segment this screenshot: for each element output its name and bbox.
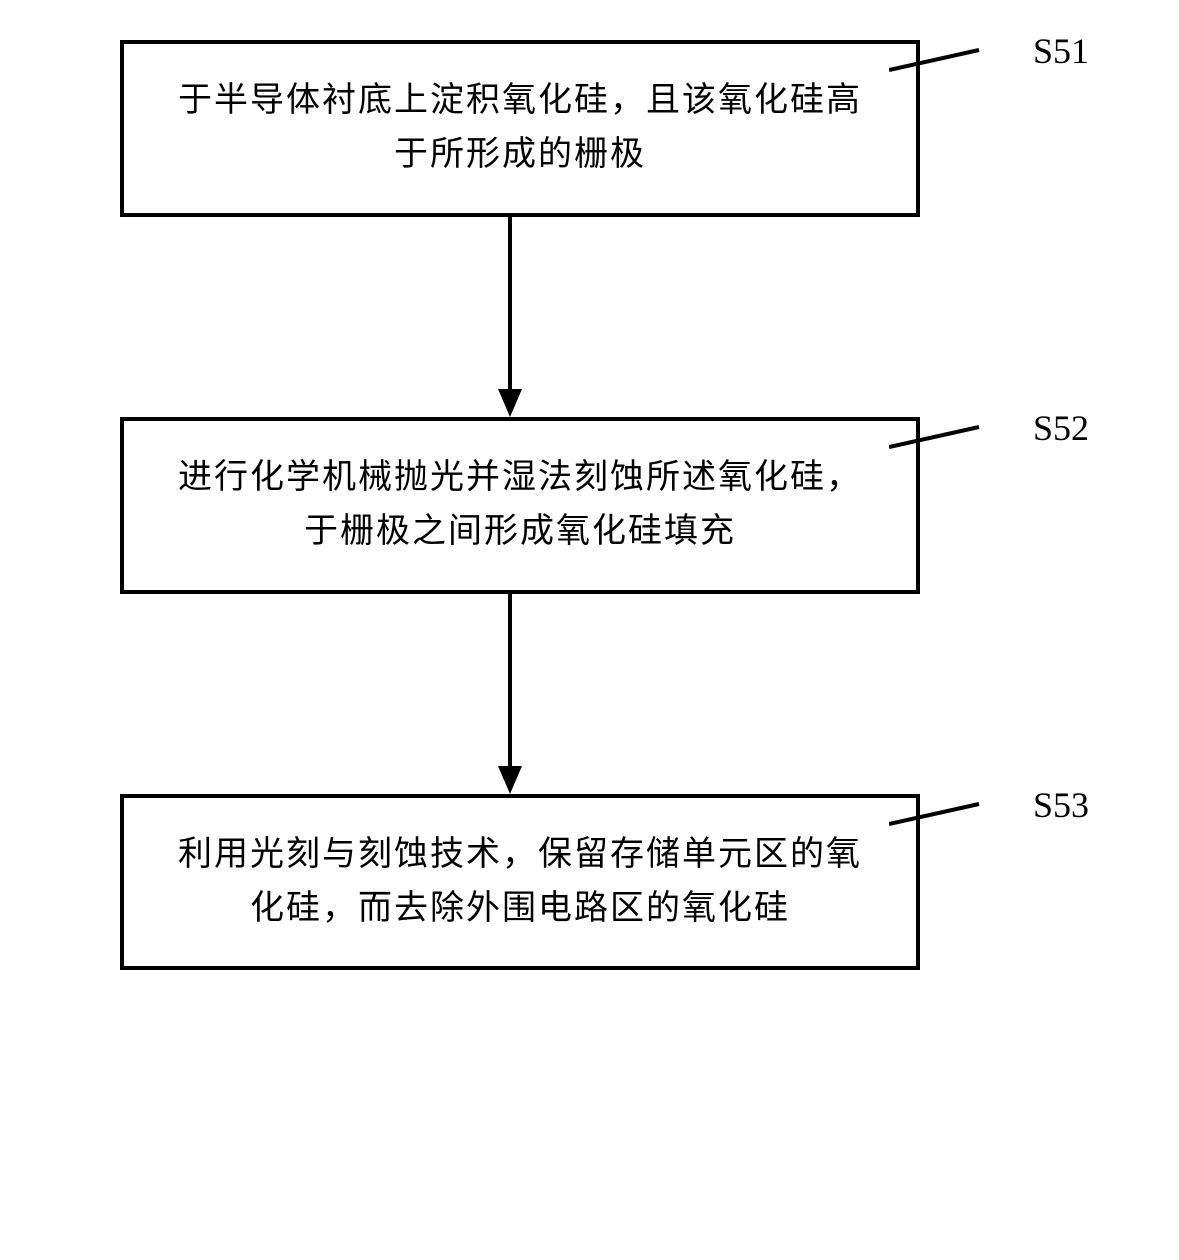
connector-s51: [889, 40, 1029, 100]
label-s52: S52: [1033, 407, 1089, 449]
node-wrapper-s52: 进行化学机械抛光并湿法刻蚀所述氧化硅，于栅极之间形成氧化硅填充 S52: [40, 417, 1139, 594]
node-s51: 于半导体衬底上淀积氧化硅，且该氧化硅高于所形成的栅极: [120, 40, 920, 217]
arrow-s52-s53: [490, 594, 530, 794]
label-s53: S53: [1033, 784, 1089, 826]
label-s51: S51: [1033, 30, 1089, 72]
node-wrapper-s53: 利用光刻与刻蚀技术，保留存储单元区的氧化硅，而去除外围电路区的氧化硅 S53: [40, 794, 1139, 971]
node-s51-text: 于半导体衬底上淀积氧化硅，且该氧化硅高于所形成的栅极: [164, 74, 876, 183]
node-s52-text: 进行化学机械抛光并湿法刻蚀所述氧化硅，于栅极之间形成氧化硅填充: [164, 451, 876, 560]
node-s52: 进行化学机械抛光并湿法刻蚀所述氧化硅，于栅极之间形成氧化硅填充: [120, 417, 920, 594]
node-s53-text: 利用光刻与刻蚀技术，保留存储单元区的氧化硅，而去除外围电路区的氧化硅: [164, 828, 876, 937]
connector-s53: [889, 794, 1029, 854]
node-wrapper-s51: 于半导体衬底上淀积氧化硅，且该氧化硅高于所形成的栅极 S51: [40, 40, 1139, 217]
connector-s52: [889, 417, 1029, 477]
arrow-s51-s52: [490, 217, 530, 417]
flowchart-container: 于半导体衬底上淀积氧化硅，且该氧化硅高于所形成的栅极 S51 进行化学机械抛光并…: [40, 40, 1139, 970]
node-s53: 利用光刻与刻蚀技术，保留存储单元区的氧化硅，而去除外围电路区的氧化硅: [120, 794, 920, 971]
